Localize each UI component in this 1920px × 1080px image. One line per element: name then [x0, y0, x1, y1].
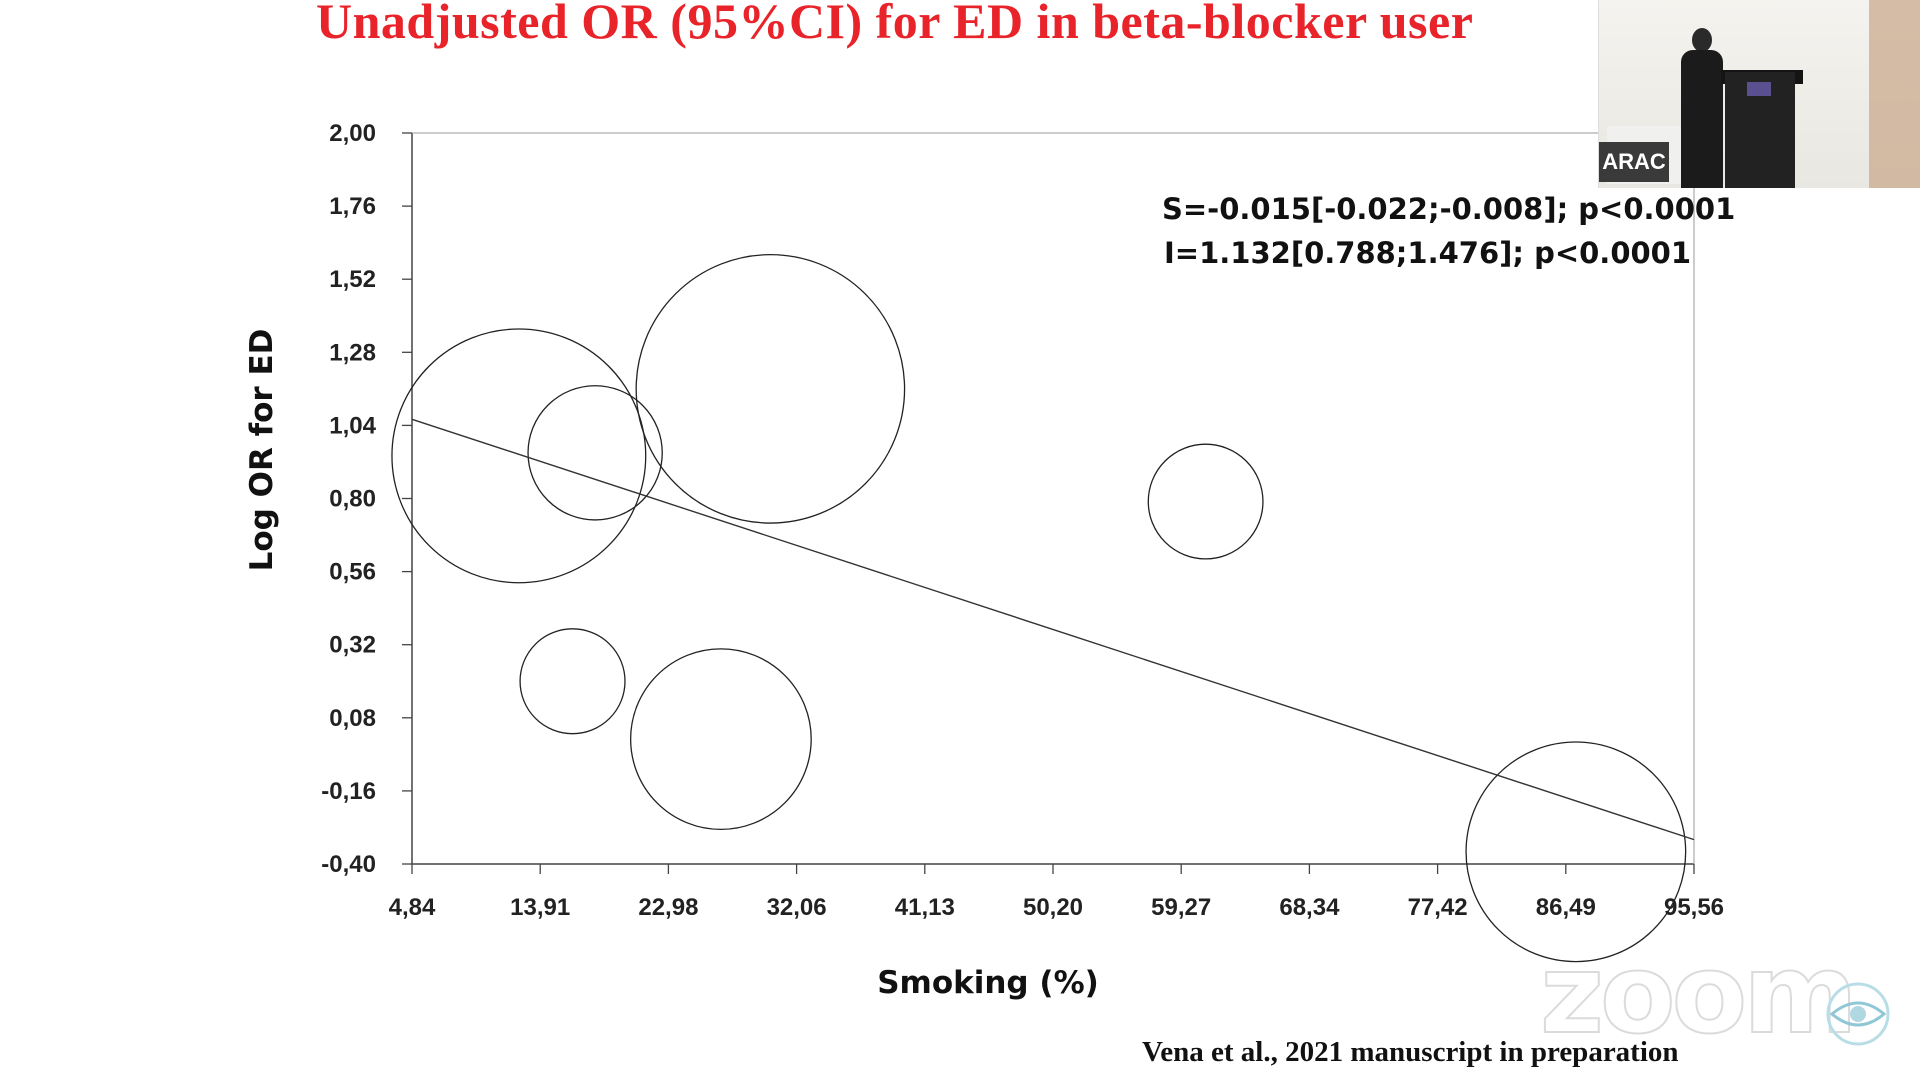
- bubble: [527, 385, 663, 521]
- speaker-video-thumbnail[interactable]: ARAC: [1598, 0, 1920, 188]
- x-axis-label: Smoking (%): [877, 965, 1099, 1001]
- bubble: [391, 328, 647, 584]
- x-tick-label: 77,42: [1408, 894, 1468, 921]
- y-axis-label: Log OR for ED: [244, 329, 280, 572]
- bubble: [1147, 443, 1264, 560]
- x-tick-label: 41,13: [895, 894, 955, 921]
- x-tick-label: 22,98: [638, 894, 698, 921]
- bubbles: [391, 254, 1687, 963]
- y-tick-label: 0,80: [329, 486, 376, 513]
- citation: Vena et al., 2021 manuscript in preparat…: [1142, 1036, 1679, 1068]
- slide-title: Unadjusted OR (95%CI) for ED in beta-blo…: [316, 0, 1474, 49]
- x-tick-label: 68,34: [1279, 894, 1340, 921]
- y-axis-ticks: 2,00 1,76 1,52 1,28 1,04 0,80 0,56 0,32 0,08 -0,1…: [321, 120, 412, 878]
- y-tick-label: 1,04: [329, 412, 376, 439]
- regression-line: [411, 418, 1695, 841]
- x-tick-label: 50,20: [1023, 894, 1083, 921]
- y-tick-label: 0,32: [329, 632, 376, 659]
- y-tick-label: 1,52: [329, 266, 376, 293]
- y-tick-label: -0,16: [321, 778, 376, 805]
- y-tick-label: -0,40: [321, 851, 376, 878]
- y-tick-label: 0,56: [329, 559, 376, 586]
- x-tick-label: 86,49: [1536, 894, 1596, 921]
- presenter-head: [1692, 28, 1712, 52]
- x-tick-label: 4,84: [389, 894, 436, 921]
- x-tick-label: 59,27: [1151, 894, 1211, 921]
- zoom-watermark: zoom: [1539, 929, 1859, 1059]
- slope-annotation: S=-0.015[-0.022;-0.008]; p<0.0001: [1162, 192, 1735, 226]
- presenter-figure: [1681, 50, 1723, 188]
- y-tick-label: 2,00: [329, 120, 376, 147]
- eye-icon: [1826, 982, 1890, 1046]
- intercept-annotation: I=1.132[0.788;1.476]; p<0.0001: [1164, 236, 1691, 270]
- podium-logo: [1747, 82, 1771, 96]
- x-axis-ticks: 4,84 13,91 22,98 32,06 41,13 50,20 59,27 68,34 7…: [389, 864, 1724, 921]
- y-tick-label: 1,76: [329, 193, 376, 220]
- x-tick-label: 95,56: [1664, 894, 1724, 921]
- x-tick-label: 32,06: [767, 894, 827, 921]
- regression-line-group: [411, 418, 1695, 841]
- bubble: [519, 628, 626, 735]
- bubble: [635, 254, 906, 524]
- y-tick-label: 1,28: [329, 339, 376, 366]
- bubble: [629, 648, 812, 831]
- y-tick-label: 0,08: [329, 705, 376, 732]
- wall-stripe: [1869, 0, 1920, 188]
- bubble: [1465, 741, 1687, 963]
- arac-badge: ARAC: [1599, 142, 1669, 182]
- x-tick-label: 13,91: [510, 894, 570, 921]
